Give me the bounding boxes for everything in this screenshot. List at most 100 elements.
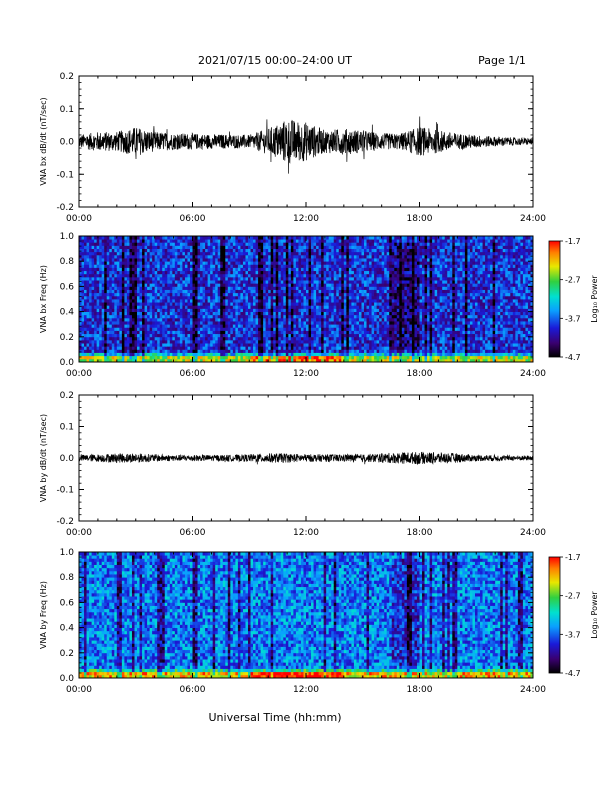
- spectrogram-cell: [321, 336, 325, 341]
- spectrogram-cell: [381, 346, 385, 350]
- spectrogram-cell: [242, 292, 246, 297]
- spectrogram-cell: [111, 286, 115, 290]
- spectrogram-cell: [321, 242, 325, 246]
- spectrogram-cell: [89, 317, 93, 322]
- spectrogram-cell: [134, 245, 138, 249]
- spectrogram-cell: [169, 283, 173, 287]
- spectrogram-cell: [200, 321, 203, 325]
- spectrogram-cell: [154, 258, 158, 262]
- spectrogram-cell: [192, 352, 196, 357]
- spectrogram-cell: [356, 349, 360, 353]
- spectrogram-cell: [376, 330, 380, 335]
- spectrogram-cell: [184, 239, 188, 243]
- spectrogram-cell: [237, 236, 241, 240]
- spectrogram-cell: [222, 346, 226, 350]
- spectrogram-cell: [331, 330, 335, 335]
- spectrogram-cell: [346, 305, 350, 309]
- spectrogram-cell: [323, 333, 327, 338]
- y-tick-label: -0.2: [56, 203, 74, 213]
- spectrogram-cell: [207, 346, 211, 350]
- spectrogram-cell: [154, 276, 158, 281]
- spectrogram-cell: [210, 254, 214, 259]
- spectrogram-cell: [81, 239, 85, 243]
- spectrogram-cell: [202, 327, 206, 331]
- spectrogram-cell: [288, 270, 292, 275]
- spectrogram-cell: [253, 245, 256, 249]
- spectrogram-cell: [104, 336, 108, 341]
- spectrogram-cell: [303, 305, 307, 309]
- page-indicator: Page 1/1: [478, 54, 526, 67]
- spectrogram-cell: [79, 330, 82, 335]
- spectrogram-cell: [318, 280, 322, 284]
- spectrogram-cell: [379, 355, 383, 360]
- spectrogram-cell: [353, 299, 357, 303]
- spectrogram-cell: [232, 339, 236, 344]
- spectrogram-cell: [121, 264, 125, 268]
- spectrogram-cell: [253, 330, 256, 335]
- spectrogram-cell: [376, 311, 380, 316]
- spectrogram-cell: [167, 302, 171, 306]
- spectrogram-cell: [142, 280, 145, 284]
- spectrogram-cell: [121, 280, 125, 284]
- spectrogram-cell: [139, 302, 143, 306]
- spectrogram-cell: [200, 289, 203, 294]
- spectrogram-cell: [119, 358, 123, 363]
- spectrogram-cell: [137, 336, 140, 341]
- spectrogram-cell: [174, 321, 178, 325]
- spectrogram-cell: [169, 273, 173, 278]
- y-tick-label: 0.2: [60, 72, 74, 82]
- spectrogram-cell: [263, 321, 267, 325]
- spectrogram-cell: [124, 286, 128, 290]
- spectrogram-cell: [232, 324, 236, 328]
- spectrogram-cell: [311, 264, 314, 268]
- spectrogram-cell: [225, 330, 229, 335]
- spectrogram-cell: [225, 358, 229, 363]
- spectrogram-cell: [308, 358, 312, 363]
- spectrogram-cell: [195, 349, 198, 353]
- spectrogram-cell: [263, 302, 267, 306]
- spectrogram-cell: [212, 358, 216, 363]
- spectrogram-cell: [283, 321, 287, 325]
- spectrogram-cell: [288, 339, 292, 344]
- spectrogram-cell: [336, 343, 340, 347]
- spectrogram-cell: [381, 258, 385, 262]
- spectrogram-cell: [328, 264, 332, 268]
- spectrogram-cell: [144, 346, 148, 350]
- spectrogram-cell: [225, 336, 229, 341]
- spectrogram-cell: [353, 314, 357, 319]
- spectrogram-cell: [179, 270, 183, 275]
- spectrogram-cell: [338, 267, 342, 272]
- spectrogram-cell: [338, 346, 342, 350]
- spectrogram-cell: [268, 355, 272, 360]
- spectrogram-cell: [333, 236, 337, 240]
- spectrogram-cell: [152, 289, 156, 294]
- spectrogram-cell: [298, 283, 302, 287]
- spectrogram-cell: [306, 317, 309, 322]
- spectrogram-cell: [308, 355, 312, 360]
- spectrogram-cell: [164, 292, 168, 297]
- waveform-series: [78, 116, 534, 174]
- spectrogram-cell: [336, 267, 340, 272]
- spectrogram-cell: [169, 346, 173, 350]
- spectrogram-cell: [331, 292, 335, 297]
- spectrogram-cell: [212, 292, 216, 297]
- spectrogram-cell: [358, 327, 362, 331]
- spectrogram-cell: [283, 270, 287, 275]
- spectrogram-cell: [283, 336, 287, 341]
- spectrogram-cell: [288, 236, 292, 240]
- spectrogram-cell: [288, 327, 292, 331]
- spectrogram-cell: [356, 324, 360, 328]
- spectrogram-cell: [111, 302, 115, 306]
- spectrogram-cell: [321, 239, 325, 243]
- spectrogram-cell: [126, 242, 130, 246]
- spectrogram-cell: [154, 333, 158, 338]
- spectrogram-cell: [195, 314, 198, 319]
- spectrogram-cell: [263, 314, 267, 319]
- spectrogram-cell: [129, 311, 133, 316]
- spectrogram-cell: [268, 343, 272, 347]
- spectrogram-cell: [346, 292, 350, 297]
- spectrogram-cell: [270, 324, 274, 328]
- spectrogram-cell: [114, 346, 118, 350]
- spectrogram-cell: [119, 248, 123, 253]
- spectrogram-cell: [91, 311, 95, 316]
